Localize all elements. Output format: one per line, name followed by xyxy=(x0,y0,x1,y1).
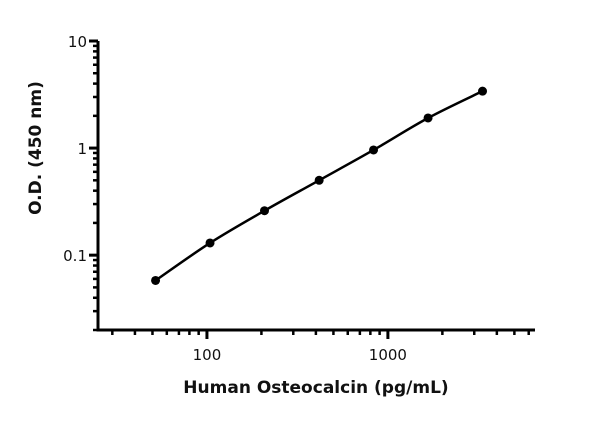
data-point xyxy=(478,86,488,96)
data-point xyxy=(260,206,270,216)
y-axis-title: O.D. (450 nm) xyxy=(26,81,46,215)
y-tick-label: 10 xyxy=(68,33,87,51)
y-tick-label: 0.1 xyxy=(63,247,87,265)
data-point xyxy=(205,238,215,248)
data-point xyxy=(151,275,161,285)
plot-area xyxy=(151,86,488,285)
series-line xyxy=(154,90,484,282)
data-point xyxy=(369,145,379,155)
data-point xyxy=(314,175,324,185)
x-tick-label: 100 xyxy=(193,346,222,364)
data-point xyxy=(423,113,433,123)
y-axis: 0.1 1 10 xyxy=(63,33,100,332)
x-tick-label: 1000 xyxy=(369,346,407,364)
y-tick-label: 1 xyxy=(77,140,87,158)
x-axis-title: Human Osteocalcin (pg/mL) xyxy=(183,378,448,398)
x-axis: 100 1000 xyxy=(96,328,535,364)
